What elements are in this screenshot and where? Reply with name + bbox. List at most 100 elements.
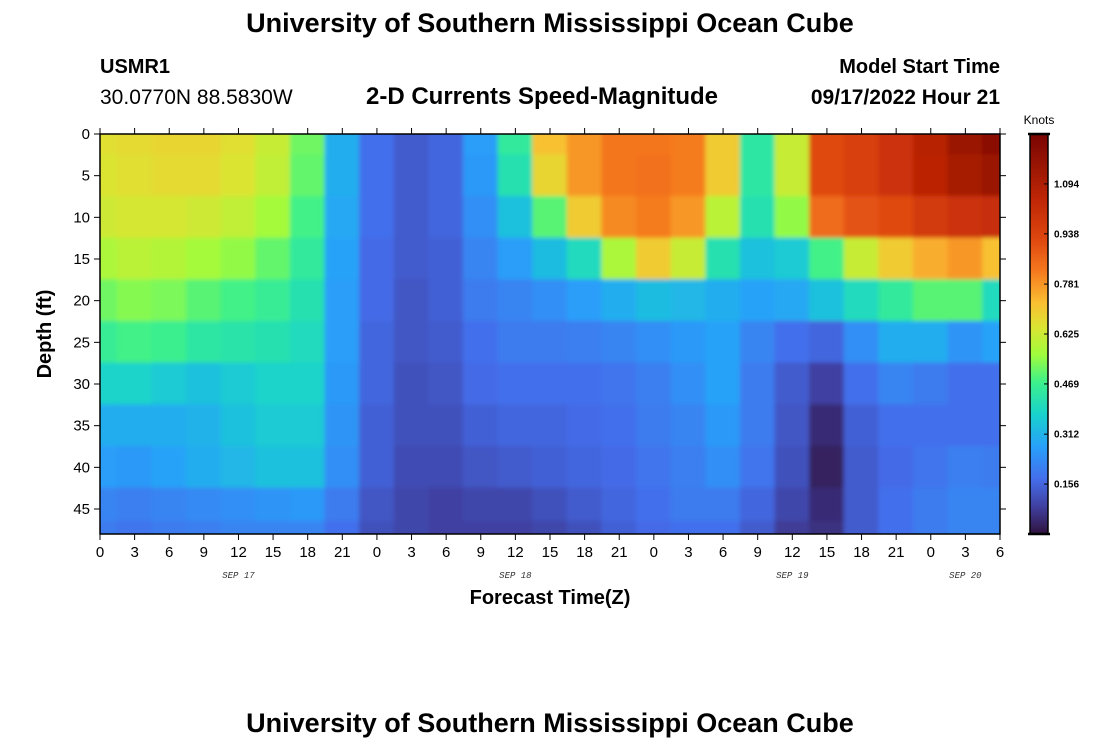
heatmap-cell [601,487,638,522]
colorbar-segment [1030,252,1048,255]
heatmap-cell [947,237,984,281]
heatmap-cell [186,487,222,522]
heatmap-cell [428,521,464,534]
heatmap-cell [532,487,568,522]
heatmap-cell [532,446,568,489]
heatmap-cell [462,446,499,489]
colorbar-segment [1030,184,1048,187]
heatmap-cell [636,487,672,522]
colorbar-segment [1030,278,1048,281]
colorbar-segment [1030,384,1048,387]
colorbar-segment [1030,138,1048,141]
heatmap-cell [601,521,638,534]
heatmap-cell [497,154,534,197]
colorbar-segment [1030,386,1048,389]
heatmap-cell [774,362,811,406]
colorbar-segment [1030,188,1048,191]
heatmap-cell [843,279,880,322]
heatmap-cell [912,134,949,156]
heatmap-cell [670,196,707,239]
x-tick-label: 9 [477,544,485,561]
heatmap-cell [670,446,707,489]
heatmap-cell [947,446,984,489]
colorbar-segment [1030,240,1048,243]
heatmap-cell [393,487,430,522]
heatmap-cell [186,521,222,534]
heatmap-cell [255,134,291,156]
colorbar-segment [1030,390,1048,393]
heatmap-cell [359,487,395,522]
colorbar-segment [1030,356,1048,359]
colorbar-unit-label: Knots [1024,113,1055,127]
colorbar-segment [1030,292,1048,295]
heatmap-cell [116,362,153,406]
heatmap-cell [289,196,326,239]
colorbar-segment [1030,382,1048,385]
colorbar-segment [1030,272,1048,275]
colorbar-segment [1030,364,1048,367]
heatmap-cell [151,321,188,364]
heatmap-cell [705,446,741,489]
colorbar-segment [1030,466,1048,469]
colorbar-segment [1030,436,1048,439]
colorbar-segment [1030,176,1048,179]
colorbar-segment [1030,212,1048,215]
heatmap-cell [116,487,153,522]
colorbar-segment [1030,408,1048,411]
heatmap-cell [186,446,222,489]
heatmap-cell [100,404,118,447]
heatmap-cell [220,237,257,281]
x-tick-label: 12 [784,544,801,561]
heatmap-cell [705,196,741,239]
colorbar-segment [1030,418,1048,421]
heatmap-cell [255,154,291,197]
heatmap-cell [705,279,741,322]
heatmap-cell [566,237,603,281]
colorbar-tick-label: 0.938 [1054,229,1079,240]
colorbar-segment [1030,354,1048,357]
heatmap-cell [809,134,845,156]
heatmap-cell [705,321,741,364]
colorbar-segment [1030,200,1048,203]
colorbar-segment [1030,196,1048,199]
y-tick-label: 30 [73,376,90,393]
x-tick-label: 9 [200,544,208,561]
heatmap-cell [774,487,811,522]
colorbar-segment [1030,424,1048,427]
heatmap-cell [912,521,949,534]
heatmap-cell [739,487,776,522]
colorbar-segment [1030,316,1048,319]
heatmap-cell [878,321,914,364]
heatmap-cell [670,487,707,522]
colorbar-segment [1030,322,1048,325]
heatmap-cell [462,404,499,447]
heatmap-cell [982,521,1000,534]
colorbar-segment [1030,242,1048,245]
heatmap-cell [601,237,638,281]
heatmap-cell [255,279,291,322]
heatmap-cell [359,521,395,534]
colorbar-segment [1030,206,1048,209]
heatmap-cell [359,446,395,489]
heatmap-cell [809,196,845,239]
heatmap-cell [100,134,118,156]
y-tick-label: 35 [73,418,90,435]
heatmap-cell [774,154,811,197]
colorbar-segment [1030,244,1048,247]
heatmap-cell [289,487,326,522]
colorbar-segment [1030,398,1048,401]
heatmap-cell [186,362,222,406]
heatmap-cell [220,487,257,522]
x-tick-label: 18 [299,544,316,561]
colorbar-segment [1030,198,1048,201]
colorbar-segment [1030,174,1048,177]
heatmap-cell [947,196,984,239]
colorbar-segment [1030,348,1048,351]
heatmap-cell [151,196,188,239]
colorbar-tick-label: 0.781 [1054,280,1079,291]
colorbar-segment [1030,366,1048,369]
heatmap-cell [289,404,326,447]
colorbar-segment [1030,454,1048,457]
heatmap-cell [878,362,914,406]
colorbar-segment [1030,396,1048,399]
